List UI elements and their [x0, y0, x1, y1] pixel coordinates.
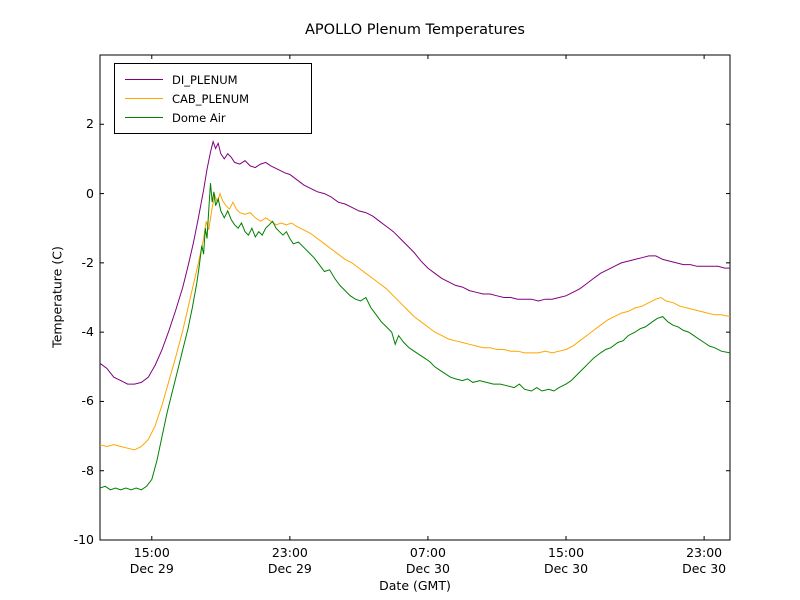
x-tick-time: 07:00 [409, 545, 446, 560]
x-tick-date: Dec 30 [405, 561, 450, 576]
x-tick-label: 23:00 Dec 29 [245, 545, 335, 577]
legend-entry-dome-air: Dome Air [123, 108, 303, 127]
legend-label: CAB_PLENUM [172, 91, 250, 106]
y-tick-label: -8 [81, 462, 94, 478]
x-tick-time: 23:00 [271, 545, 308, 560]
y-axis-label: Temperature (C) [49, 246, 65, 348]
y-tick-label: -6 [81, 393, 94, 409]
legend-entry-di-plenum: DI_PLENUM [123, 70, 303, 89]
x-tick-time: 23:00 [686, 545, 723, 560]
legend-label: DI_PLENUM [172, 72, 238, 87]
x-axis-label: Date (GMT) [379, 578, 451, 593]
axes-frame [99, 54, 731, 541]
series-line-dome-air [99, 183, 731, 491]
series-line-cab-plenum [99, 192, 731, 451]
legend-line-sample [125, 117, 163, 118]
series-line-di-plenum [99, 139, 730, 385]
x-tick-date: Dec 30 [543, 561, 589, 576]
y-tick-label: 2 [86, 116, 94, 132]
legend-line-sample [125, 98, 163, 99]
x-tick-date: Dec 29 [267, 561, 312, 576]
x-tick-date: Dec 29 [129, 561, 174, 576]
chart-title: APOLLO Plenum Temperatures [305, 22, 525, 38]
legend-label: Dome Air [172, 110, 226, 125]
x-tick-time: 15:00 [133, 545, 170, 560]
x-tick-label: 15:00 Dec 29 [107, 545, 197, 577]
legend: DI_PLENUM CAB_PLENUM Dome Air [114, 63, 312, 134]
x-tick-label: 23:00 Dec 30 [659, 545, 749, 577]
y-tick-label: 0 [86, 185, 94, 201]
y-tick-label: -2 [81, 254, 94, 270]
legend-line-sample [125, 79, 163, 80]
x-tick-date: Dec 30 [682, 561, 727, 576]
x-tick-time: 15:00 [548, 545, 585, 560]
x-tick-label: 15:00 Dec 30 [521, 545, 611, 577]
y-tick-label: -10 [73, 532, 94, 547]
y-tick-label: -4 [81, 324, 94, 340]
x-tick-label: 07:00 Dec 30 [383, 545, 473, 577]
legend-entry-cab-plenum: CAB_PLENUM [123, 89, 303, 108]
